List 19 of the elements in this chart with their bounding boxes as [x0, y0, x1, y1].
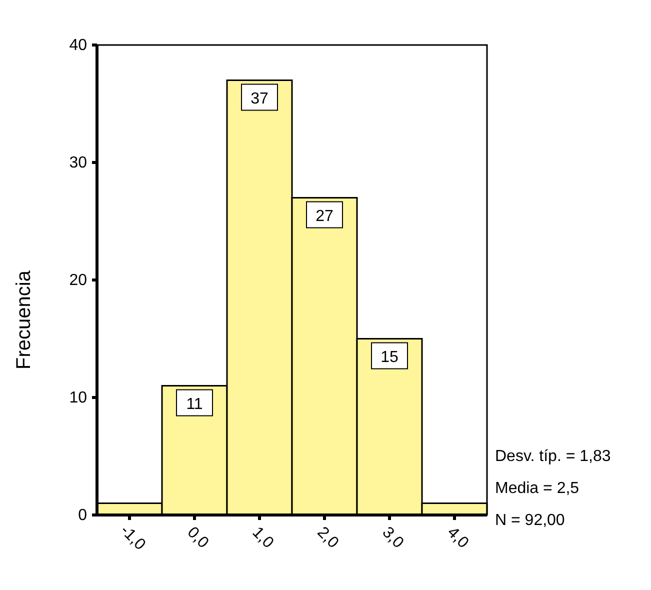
x-tick-label: 3,0 [378, 524, 407, 552]
data-label: 37 [250, 90, 268, 108]
data-label: 11 [186, 396, 203, 413]
x-tick-label: -1,0 [116, 522, 149, 554]
text: Desv. típ. = 1,83 [495, 448, 611, 465]
data-label: 27 [316, 208, 334, 225]
y-tick-label: 30 [69, 154, 88, 172]
y-tick-label: 0 [78, 507, 88, 524]
x-tick-label: 2,0 [314, 524, 342, 552]
data-label: 15 [380, 348, 398, 366]
y-tick-label: 40 [69, 37, 88, 54]
text: N = 92,00 [495, 512, 565, 529]
x-tick-label: 4,0 [444, 524, 472, 552]
text: Media = 2,5 [495, 480, 580, 497]
y-tick-label: 10 [69, 390, 88, 407]
x-tick-label: 1,0 [248, 524, 277, 552]
y-tick-label: 20 [69, 272, 88, 290]
y-axis-title: Frecuencia [13, 270, 35, 370]
x-tick-label: 0,0 [184, 524, 212, 552]
